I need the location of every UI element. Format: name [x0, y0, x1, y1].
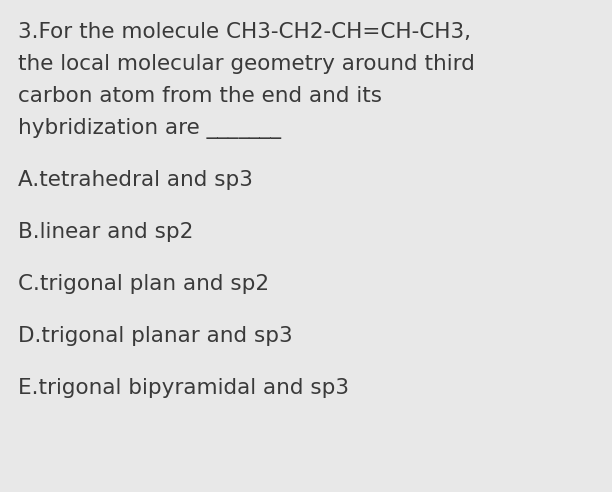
Text: B.linear and sp2: B.linear and sp2: [18, 222, 193, 242]
Text: carbon atom from the end and its: carbon atom from the end and its: [18, 86, 382, 106]
Text: 3.For the molecule CH3-CH2-CH=CH-CH3,: 3.For the molecule CH3-CH2-CH=CH-CH3,: [18, 22, 471, 42]
Text: the local molecular geometry around third: the local molecular geometry around thir…: [18, 54, 475, 74]
Text: hybridization are _______: hybridization are _______: [18, 118, 281, 139]
Text: C.trigonal plan and sp2: C.trigonal plan and sp2: [18, 274, 269, 294]
Text: A.tetrahedral and sp3: A.tetrahedral and sp3: [18, 170, 253, 190]
Text: E.trigonal bipyramidal and sp3: E.trigonal bipyramidal and sp3: [18, 378, 349, 398]
Text: D.trigonal planar and sp3: D.trigonal planar and sp3: [18, 326, 293, 346]
